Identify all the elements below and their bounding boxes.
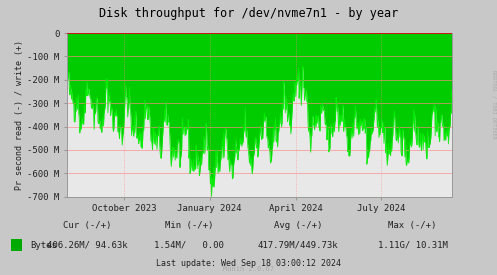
Text: Disk throughput for /dev/nvme7n1 - by year: Disk throughput for /dev/nvme7n1 - by ye…: [99, 7, 398, 20]
Text: RRDTOOL / TOBI OETIKER: RRDTOOL / TOBI OETIKER: [491, 70, 496, 139]
Text: Munin 2.0.67: Munin 2.0.67: [223, 266, 274, 272]
Text: 1.11G/ 10.31M: 1.11G/ 10.31M: [378, 241, 447, 250]
Text: Bytes: Bytes: [30, 241, 57, 250]
Text: 406.26M/ 94.63k: 406.26M/ 94.63k: [47, 241, 127, 250]
Text: Max (-/+): Max (-/+): [388, 221, 437, 230]
Text: 1.54M/   0.00: 1.54M/ 0.00: [154, 241, 224, 250]
Text: 417.79M/449.73k: 417.79M/449.73k: [258, 241, 338, 250]
Y-axis label: Pr second read (-) / write (+): Pr second read (-) / write (+): [15, 40, 24, 190]
Text: Min (-/+): Min (-/+): [165, 221, 213, 230]
Text: Avg (-/+): Avg (-/+): [274, 221, 323, 230]
Text: Cur (-/+): Cur (-/+): [63, 221, 111, 230]
Text: Last update: Wed Sep 18 03:00:12 2024: Last update: Wed Sep 18 03:00:12 2024: [156, 259, 341, 268]
